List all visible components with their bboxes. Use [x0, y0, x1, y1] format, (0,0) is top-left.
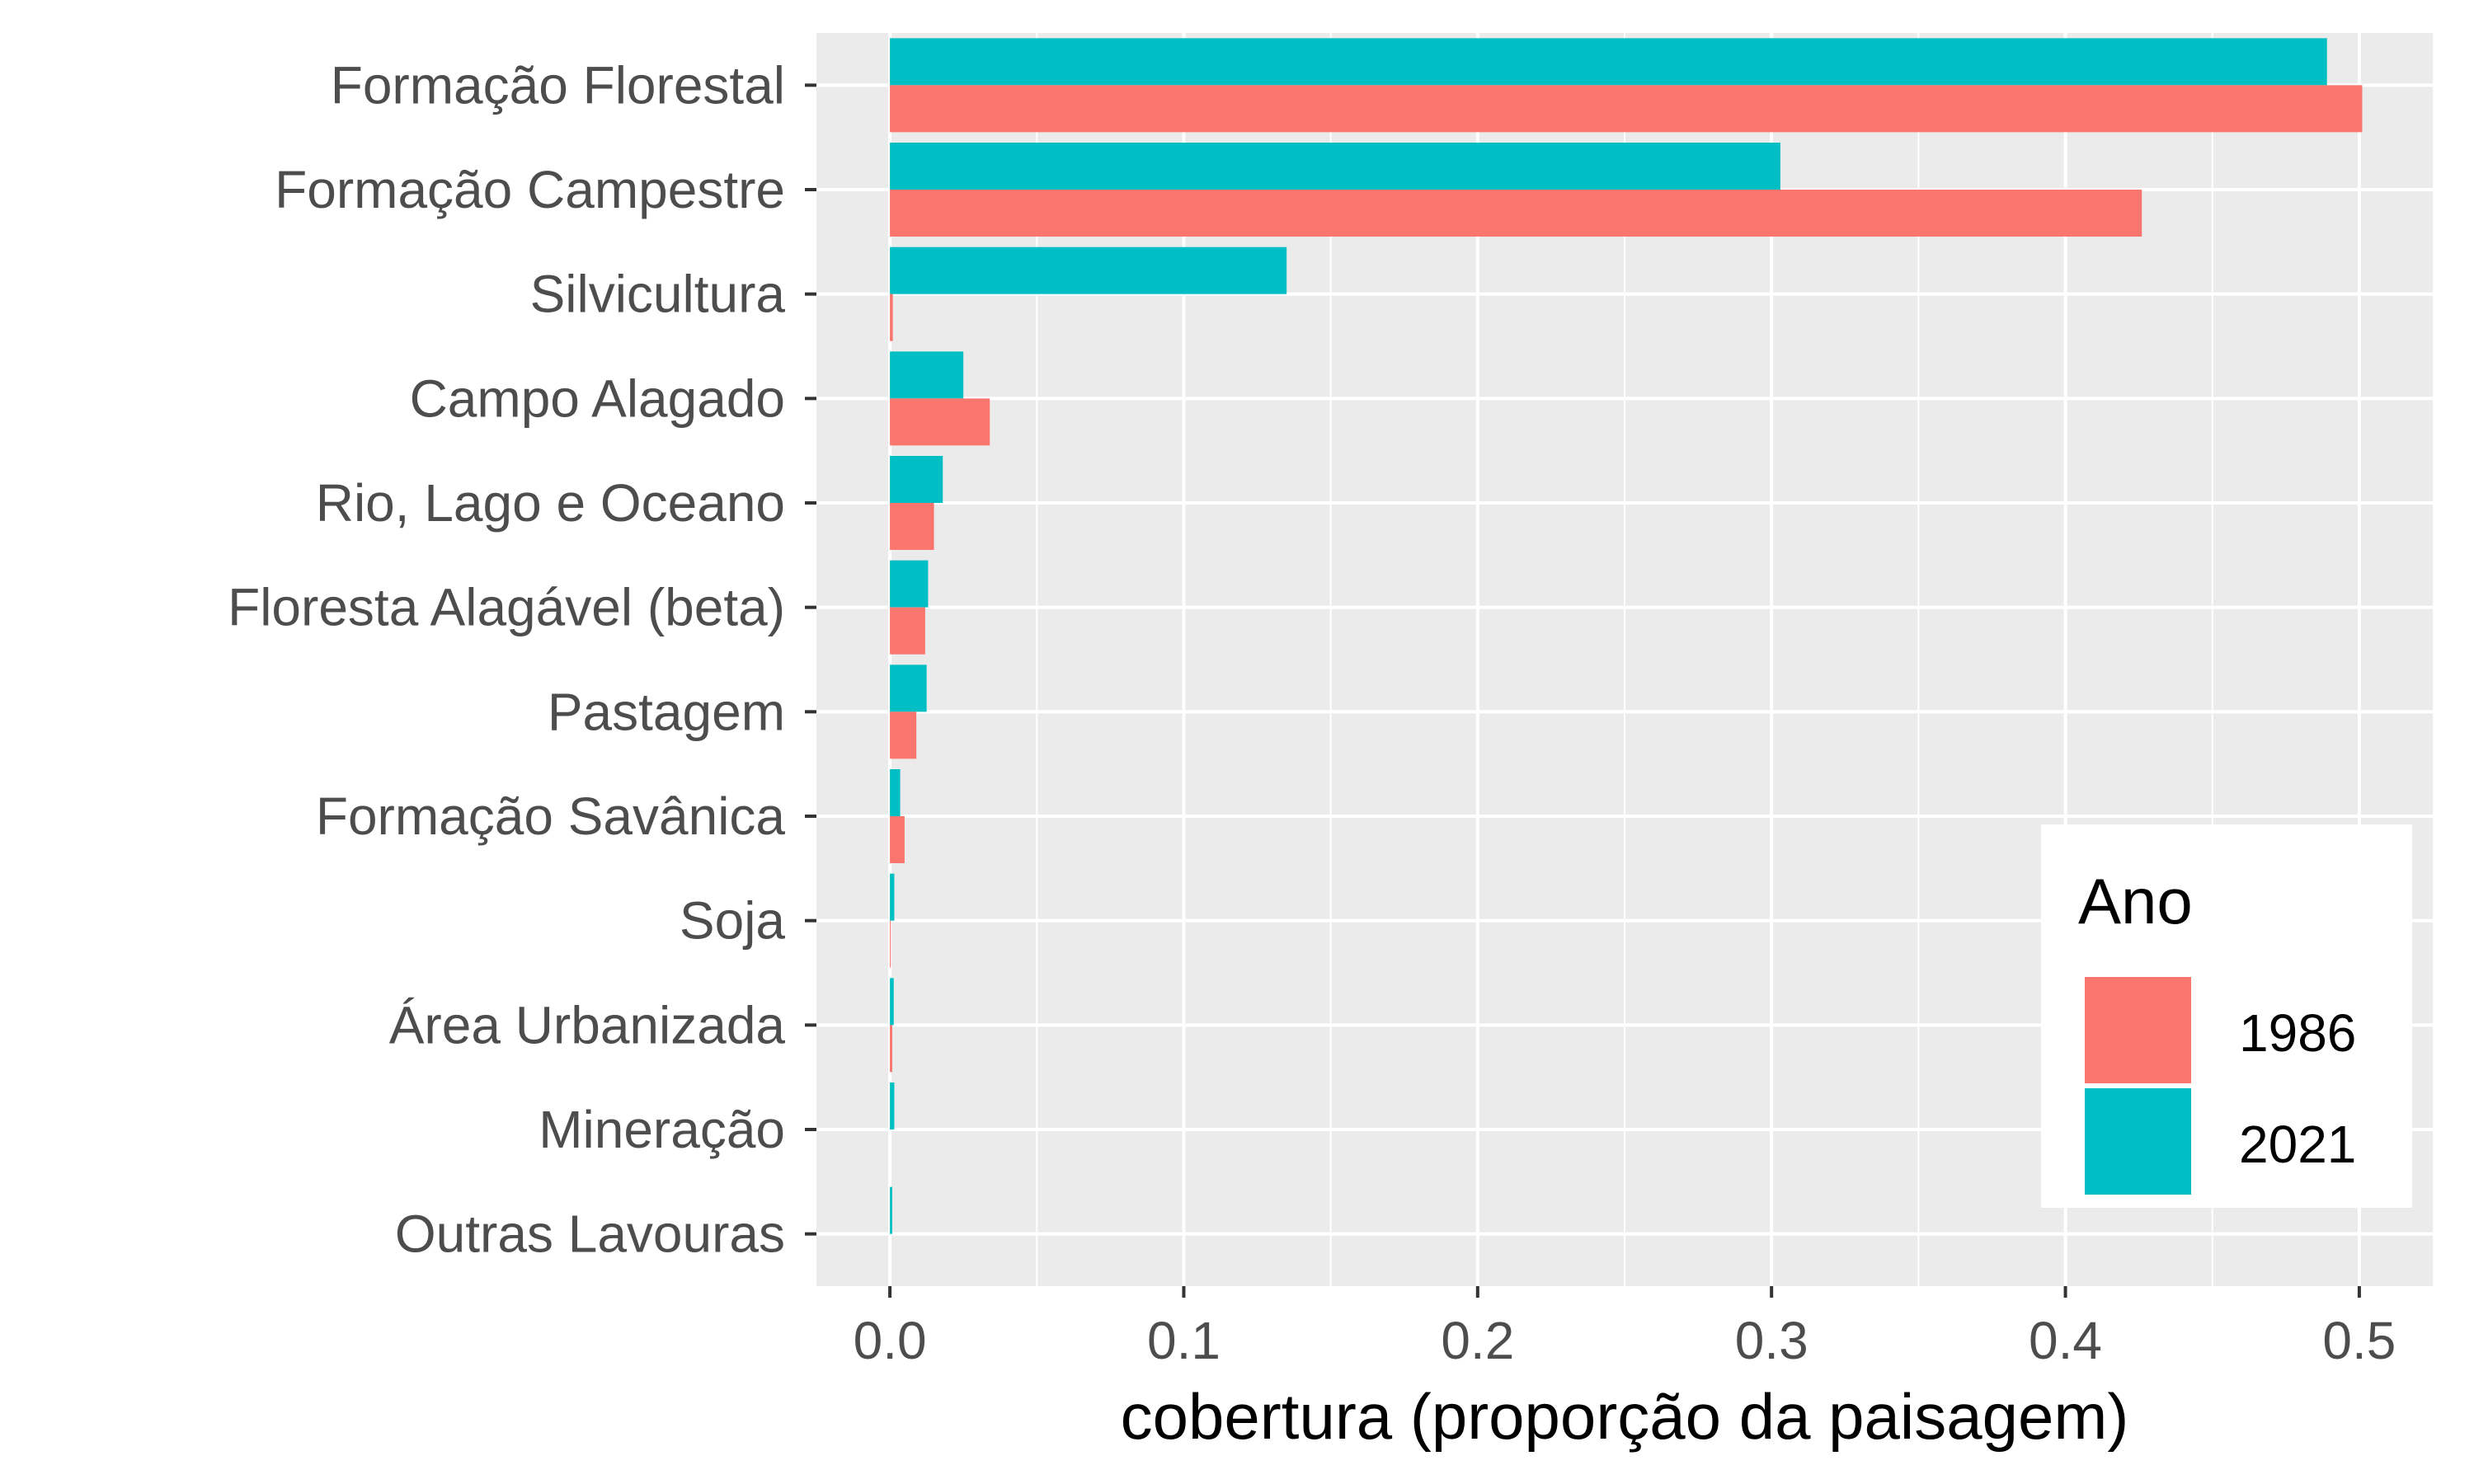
- category-label-outras-lavouras: Outras Lavouras: [395, 1205, 785, 1264]
- bars: [890, 38, 2363, 1234]
- bar-formacao-savanica-2021: [890, 769, 901, 816]
- bar-formacao-campestre-2021: [890, 143, 1780, 190]
- legend-key-2021: [2080, 1083, 2196, 1200]
- x-tick-label: 0.3: [1735, 1311, 1808, 1370]
- x-tick-label: 0.1: [1147, 1311, 1221, 1370]
- category-label-silvicultura: Silvicultura: [530, 265, 786, 324]
- legend-key-1986: [2080, 972, 2196, 1088]
- y-axis: Formação Florestal Formação Campestre Silv…: [228, 55, 816, 1264]
- legend: Ano 1986 2021: [2041, 824, 2412, 1208]
- bar-area-urbanizada-1986: [890, 1025, 892, 1073]
- bar-campo-alagado-2021: [890, 351, 964, 399]
- bar-area-urbanizada-2021: [890, 978, 894, 1026]
- category-label-floresta-alagavel-beta: Floresta Alagável (beta): [228, 578, 785, 637]
- x-tick-label: 0.4: [2029, 1311, 2102, 1370]
- bar-formacao-florestal-2021: [890, 38, 2327, 86]
- category-label-formacao-savanica: Formação Savânica: [316, 787, 786, 846]
- bar-formacao-campestre-1986: [890, 190, 2142, 237]
- minor-gridlines: [1036, 33, 2213, 1286]
- category-label-area-urbanizada: Área Urbanizada: [389, 995, 786, 1054]
- legend-label-2021: 2021: [2239, 1115, 2356, 1174]
- bar-rio-lago-e-oceano-1986: [890, 503, 934, 550]
- bar-pastagem-1986: [890, 711, 917, 759]
- bar-pastagem-2021: [890, 665, 927, 712]
- x-tick-label: 0.0: [854, 1311, 927, 1370]
- bar-rio-lago-e-oceano-2021: [890, 456, 943, 503]
- x-tick-label: 0.2: [1441, 1311, 1514, 1370]
- bar-campo-alagado-1986: [890, 398, 990, 446]
- bar-soja-1986: [890, 920, 891, 968]
- x-tick-label: 0.5: [2322, 1311, 2396, 1370]
- category-label-formacao-florestal: Formação Florestal: [331, 55, 785, 115]
- bar-soja-2021: [890, 873, 895, 921]
- bar-floresta-alagavel-beta-2021: [890, 560, 929, 608]
- category-label-mineracao: Mineração: [539, 1100, 785, 1159]
- bar-silvicultura-2021: [890, 247, 1287, 294]
- category-label-formacao-campestre: Formação Campestre: [275, 160, 785, 219]
- bar-formacao-florestal-1986: [890, 85, 2363, 133]
- category-label-campo-alagado: Campo Alagado: [410, 369, 785, 428]
- x-axis: 0.0 0.1 0.2 0.3 0.4 0.5: [854, 1286, 2396, 1370]
- bar-formacao-savanica-1986: [890, 816, 905, 863]
- bar-floresta-alagavel-beta-1986: [890, 607, 925, 655]
- bar-outras-lavouras-2021: [890, 1186, 892, 1234]
- category-label-soja: Soja: [680, 891, 786, 951]
- bar-silvicultura-1986: [890, 294, 893, 341]
- bar-mineracao-2021: [890, 1082, 895, 1129]
- x-axis-title: cobertura (proporção da paisagem): [1121, 1380, 2129, 1453]
- legend-label-1986: 1986: [2239, 1003, 2356, 1063]
- legend-title: Ano: [2078, 865, 2193, 937]
- category-label-pastagem: Pastagem: [548, 682, 785, 741]
- category-label-rio-lago-e-oceano: Rio, Lago e Oceano: [316, 473, 785, 533]
